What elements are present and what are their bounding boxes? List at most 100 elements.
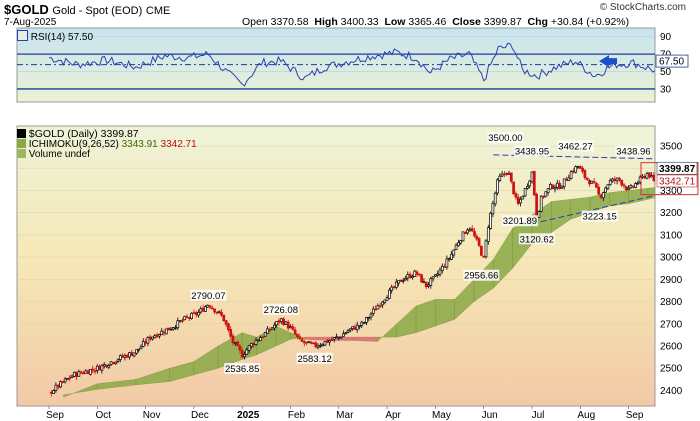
price-swatch [17,129,26,138]
candle-body [404,278,407,281]
ichimoku-legend-v2: 3342.71 [160,139,197,150]
x-tick-label: Aug [577,410,595,421]
candle-body [337,336,341,339]
price-tick-label: 2400 [660,386,683,397]
candle-body [355,324,359,330]
candle-body [351,326,354,329]
candle-body [86,370,90,374]
annotation-bg [487,132,524,143]
ichimoku-swatch [17,139,26,148]
price-tick-label: 3100 [660,230,683,241]
candle-body [613,178,617,181]
candle-body [330,339,334,341]
candle-body [592,181,596,183]
price-legend-text: $GOLD (Daily) 3399.87 [28,128,139,140]
candle-body [569,171,573,179]
candle-body [169,328,173,331]
candle-body [532,171,536,196]
chart-date: 7-Aug-2025 [4,17,57,28]
candle-body [328,340,331,343]
candle-body [411,276,414,278]
candle-body [390,286,394,291]
candle-body [204,306,207,312]
candle-body [360,321,364,326]
candle-body [291,326,295,330]
candle-body [539,195,543,212]
ichimoku-legend-name: ICHIMOKU(9,26,52) [28,139,119,150]
last-price-value: 3399.87 [659,164,696,175]
candle-body [505,172,509,175]
candle-body [578,166,582,169]
candle-body [162,331,166,334]
candle-body [369,313,373,318]
ichimoku-legend-v1: 3343.91 [121,139,158,150]
candle-body [503,173,506,176]
price-tick-label: 2800 [660,297,683,308]
candle-body [164,328,168,335]
candle-body [116,359,120,362]
candle-body [618,177,621,181]
last-ichimoku-box [656,174,698,188]
candle-body [121,355,124,358]
candle-body [268,329,272,331]
candle-body [641,175,644,178]
candle-body [206,304,210,308]
candle-body [624,186,628,191]
annotation-bg [514,145,550,157]
candle-body [595,183,598,188]
price-annotation: 2536.85 [225,364,259,375]
candle-body [521,196,525,200]
annotation-bg [262,303,299,315]
annotation-bg [557,140,594,152]
candle-body [49,391,53,394]
candle-body [431,276,435,280]
candle-body [325,340,329,343]
candle-body [181,319,184,322]
candle-body [231,335,235,344]
candle-body [519,198,522,204]
candle-body [588,179,591,185]
candle-body [323,340,327,346]
candle-body [266,328,269,334]
ohlc-bar: Open 3370.58 High 3400.33 Low 3365.46 Cl… [242,16,629,28]
candle-body [298,336,302,339]
candle-body [346,330,350,333]
candle-body [576,165,580,168]
rsi-tick-label: 50 [660,67,672,78]
x-tick-label: Apr [385,410,401,421]
candle-body [512,181,515,195]
candle-body [254,339,258,345]
candle-body [383,299,387,303]
x-tick-label: Jun [482,410,498,421]
candle-body [220,312,223,316]
candle-body [643,175,647,179]
volume-legend: Volume undef [17,149,90,160]
candle-body [424,281,428,288]
candle-body [420,274,423,283]
candle-body [52,390,55,394]
high-value: 3400.33 [340,16,379,28]
candle-body [344,332,348,335]
price-annotation: 2726.08 [264,305,298,316]
candle-body [112,361,115,364]
candle-body [452,249,456,256]
candle-body [259,337,262,341]
candle-body [245,349,249,355]
candle-body [171,327,175,330]
candle-body [314,342,318,348]
candle-body [263,332,267,337]
candle-body [309,341,313,344]
candle-body [599,194,603,198]
candle-body [574,166,578,173]
price-annotation: 3462.27 [558,141,592,152]
candle-body [187,317,191,319]
candle-body [615,177,619,182]
candle-body [459,240,463,244]
candle-body [208,305,212,308]
volume-swatch [17,149,26,158]
price-annotation: 2583.12 [297,354,331,365]
candle-body [440,265,444,272]
candle-body [243,354,246,357]
annotation-bg [581,210,618,222]
